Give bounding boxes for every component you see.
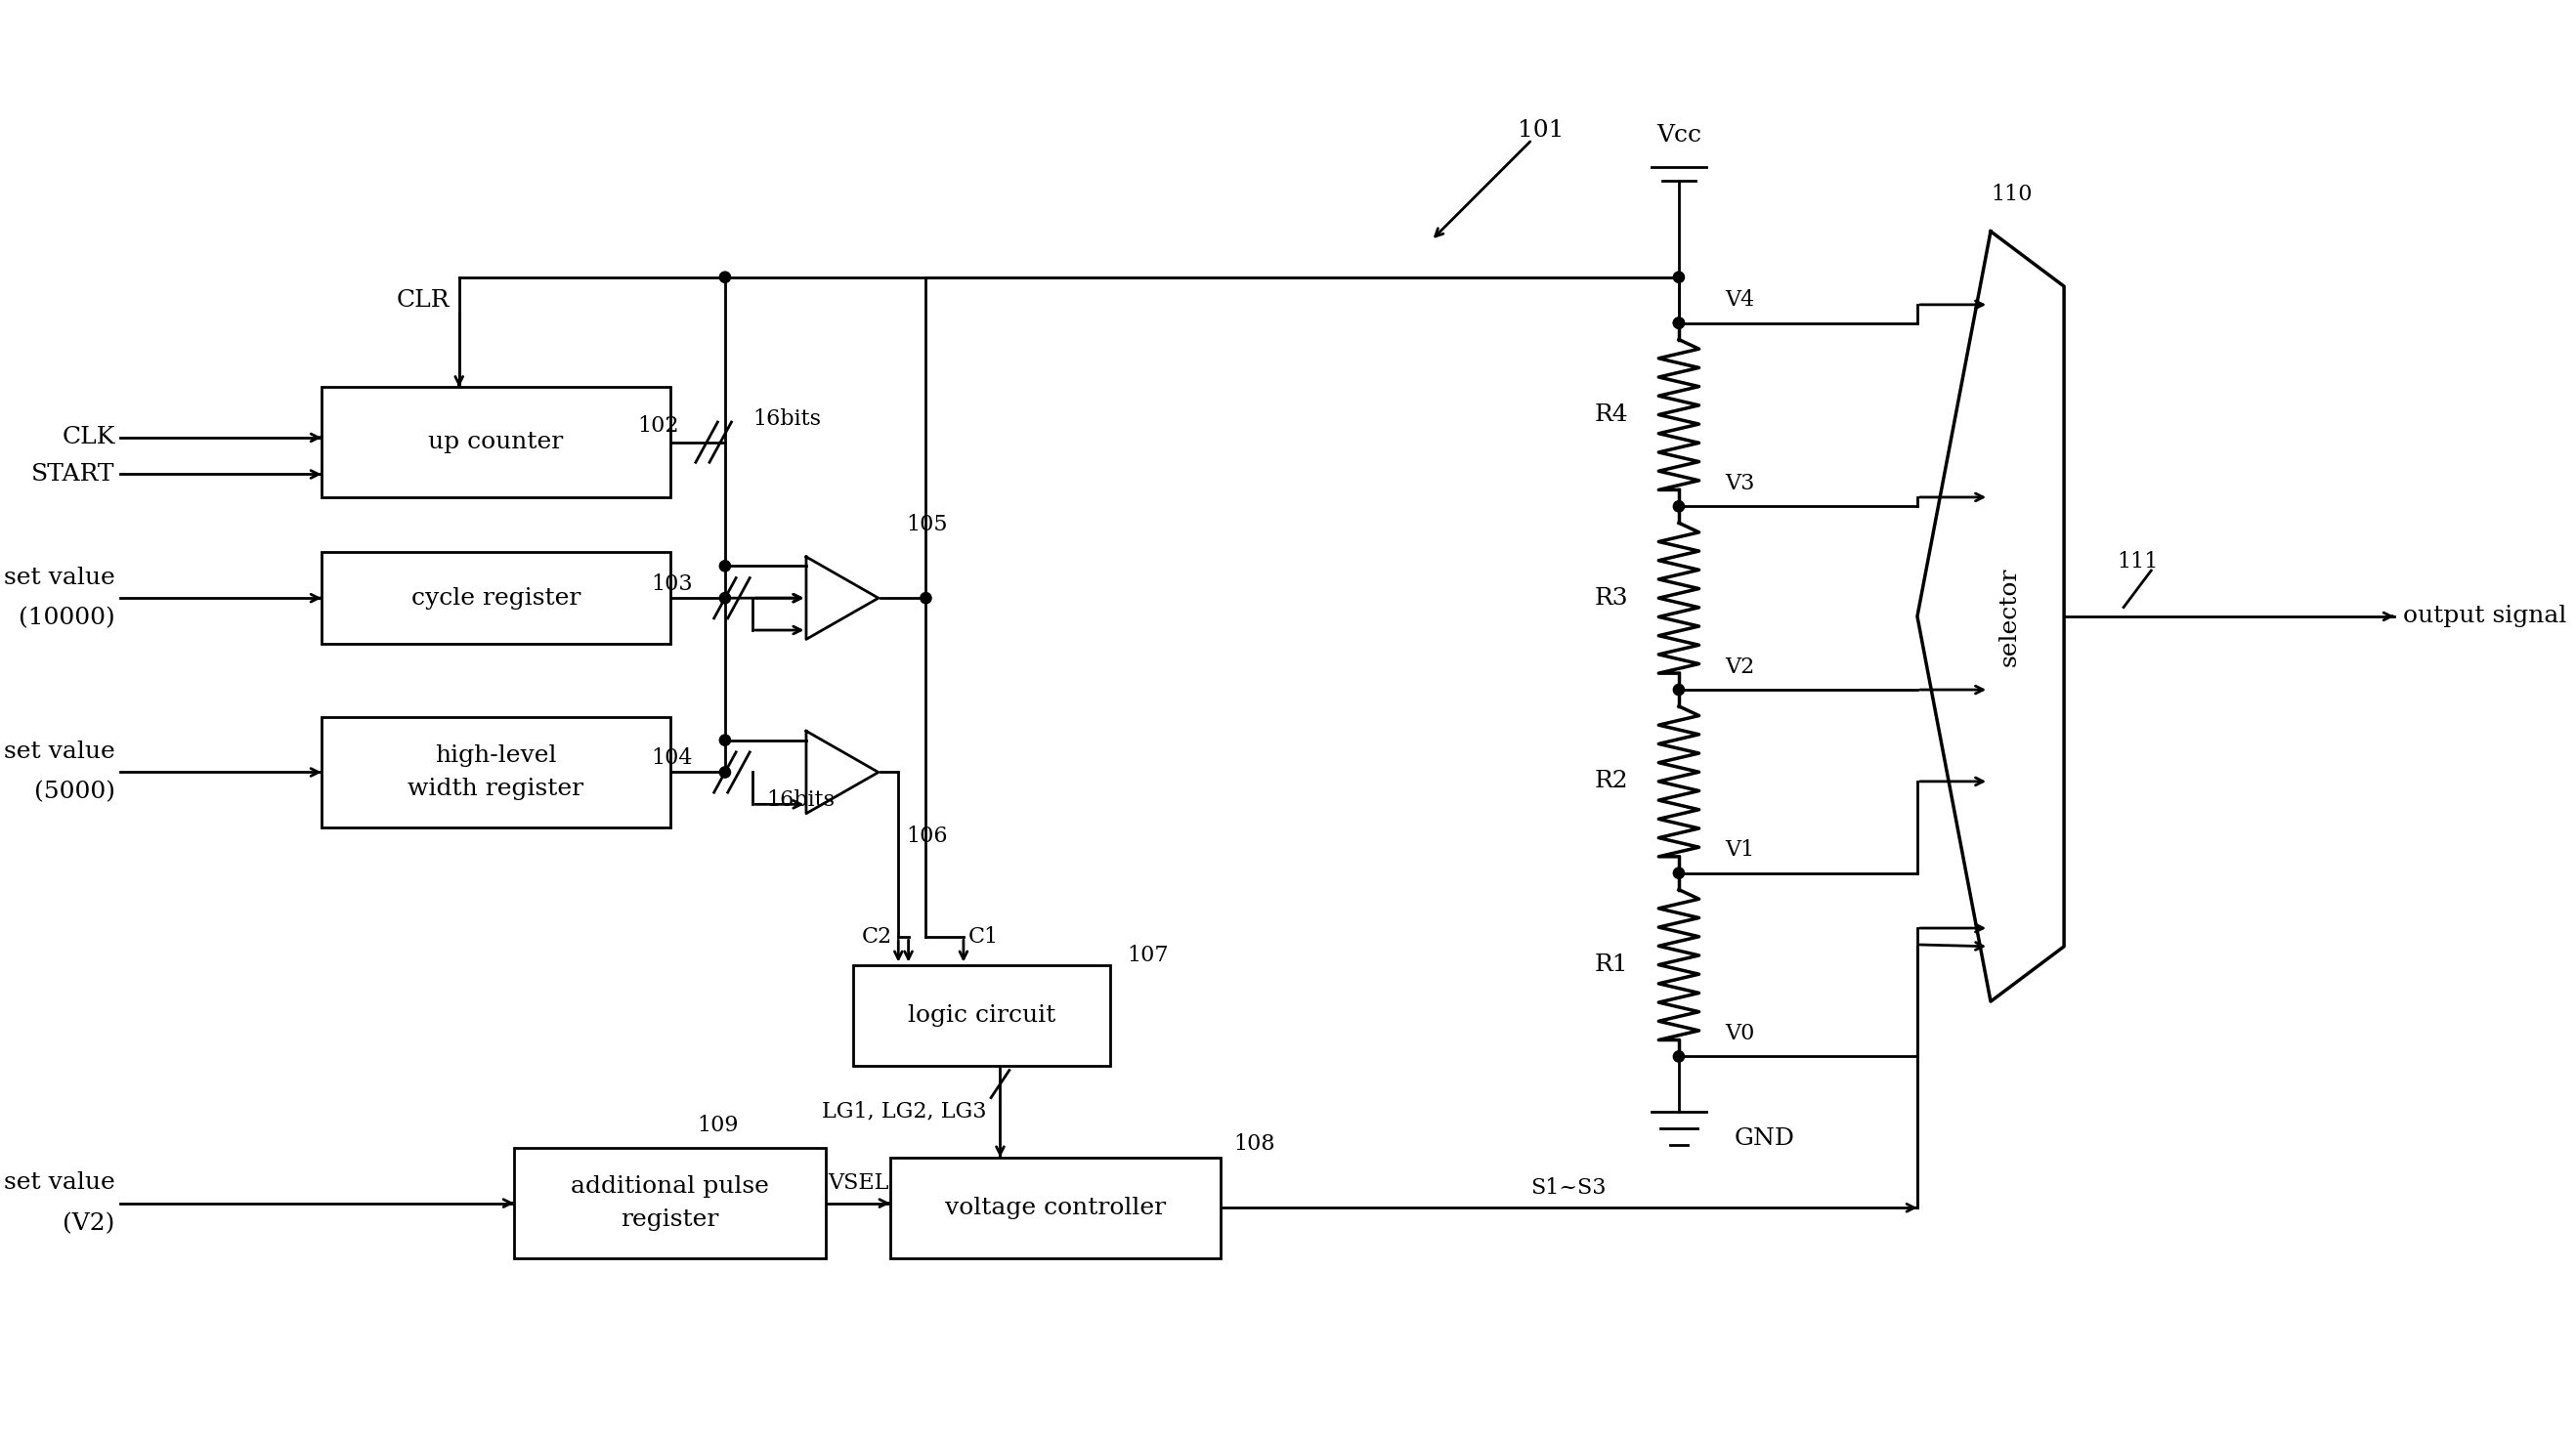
- Bar: [322, 717, 670, 827]
- Text: 103: 103: [652, 573, 693, 595]
- Circle shape: [719, 766, 732, 778]
- Bar: [853, 965, 1110, 1066]
- Text: C1: C1: [969, 926, 999, 948]
- Text: (V2): (V2): [62, 1212, 116, 1234]
- Text: 104: 104: [652, 747, 693, 769]
- Circle shape: [1674, 317, 1685, 328]
- Text: V1: V1: [1726, 840, 1754, 861]
- Text: additional pulse: additional pulse: [572, 1175, 770, 1198]
- Text: 101: 101: [1517, 120, 1564, 141]
- Text: V4: V4: [1726, 289, 1754, 311]
- Text: voltage controller: voltage controller: [945, 1197, 1167, 1220]
- Text: LG1, LG2, LG3: LG1, LG2, LG3: [822, 1100, 987, 1122]
- Bar: [891, 1158, 1221, 1259]
- Text: output signal: output signal: [2403, 605, 2566, 628]
- Text: S1~S3: S1~S3: [1530, 1176, 1607, 1198]
- Text: R2: R2: [1595, 770, 1628, 792]
- Text: R1: R1: [1595, 953, 1628, 976]
- Text: CLK: CLK: [62, 426, 116, 449]
- Bar: [322, 387, 670, 497]
- Text: (5000): (5000): [33, 780, 116, 804]
- Text: 102: 102: [639, 415, 680, 436]
- Circle shape: [719, 272, 732, 282]
- Text: 106: 106: [907, 825, 948, 847]
- Text: set value: set value: [5, 1172, 116, 1194]
- Bar: [515, 1148, 827, 1259]
- Text: 110: 110: [1991, 184, 2032, 206]
- Text: START: START: [31, 464, 116, 485]
- Text: 105: 105: [907, 514, 948, 536]
- Text: V2: V2: [1726, 657, 1754, 678]
- Text: set value: set value: [5, 740, 116, 763]
- Text: 108: 108: [1234, 1133, 1275, 1155]
- Text: set value: set value: [5, 567, 116, 589]
- Text: GND: GND: [1734, 1128, 1795, 1151]
- Text: (10000): (10000): [18, 608, 116, 629]
- Text: 109: 109: [698, 1115, 739, 1136]
- Text: 111: 111: [2117, 550, 2159, 572]
- Text: V3: V3: [1726, 472, 1754, 494]
- Text: 16bits: 16bits: [765, 789, 835, 811]
- Text: V0: V0: [1726, 1022, 1754, 1044]
- Circle shape: [1674, 317, 1685, 328]
- Text: VSEL: VSEL: [827, 1172, 889, 1194]
- Circle shape: [719, 592, 732, 603]
- Circle shape: [1674, 868, 1685, 878]
- Circle shape: [920, 592, 933, 603]
- Text: register: register: [621, 1208, 719, 1231]
- Text: 107: 107: [1126, 945, 1170, 966]
- Text: CLR: CLR: [397, 289, 451, 311]
- Text: R4: R4: [1595, 403, 1628, 426]
- Circle shape: [1674, 501, 1685, 511]
- Text: selector: selector: [1999, 567, 2020, 665]
- Circle shape: [719, 734, 732, 746]
- Text: up counter: up counter: [428, 431, 564, 454]
- Bar: [322, 552, 670, 644]
- Text: C2: C2: [860, 926, 891, 948]
- Text: logic circuit: logic circuit: [907, 1004, 1056, 1027]
- Text: Vcc: Vcc: [1656, 124, 1700, 147]
- Text: 16bits: 16bits: [752, 409, 822, 431]
- Circle shape: [1674, 1051, 1685, 1061]
- Circle shape: [719, 560, 732, 572]
- Text: width register: width register: [407, 778, 585, 801]
- Text: high-level: high-level: [435, 744, 556, 768]
- Text: cycle register: cycle register: [412, 588, 580, 609]
- Circle shape: [1674, 684, 1685, 696]
- Circle shape: [1674, 272, 1685, 282]
- Text: R3: R3: [1595, 588, 1628, 609]
